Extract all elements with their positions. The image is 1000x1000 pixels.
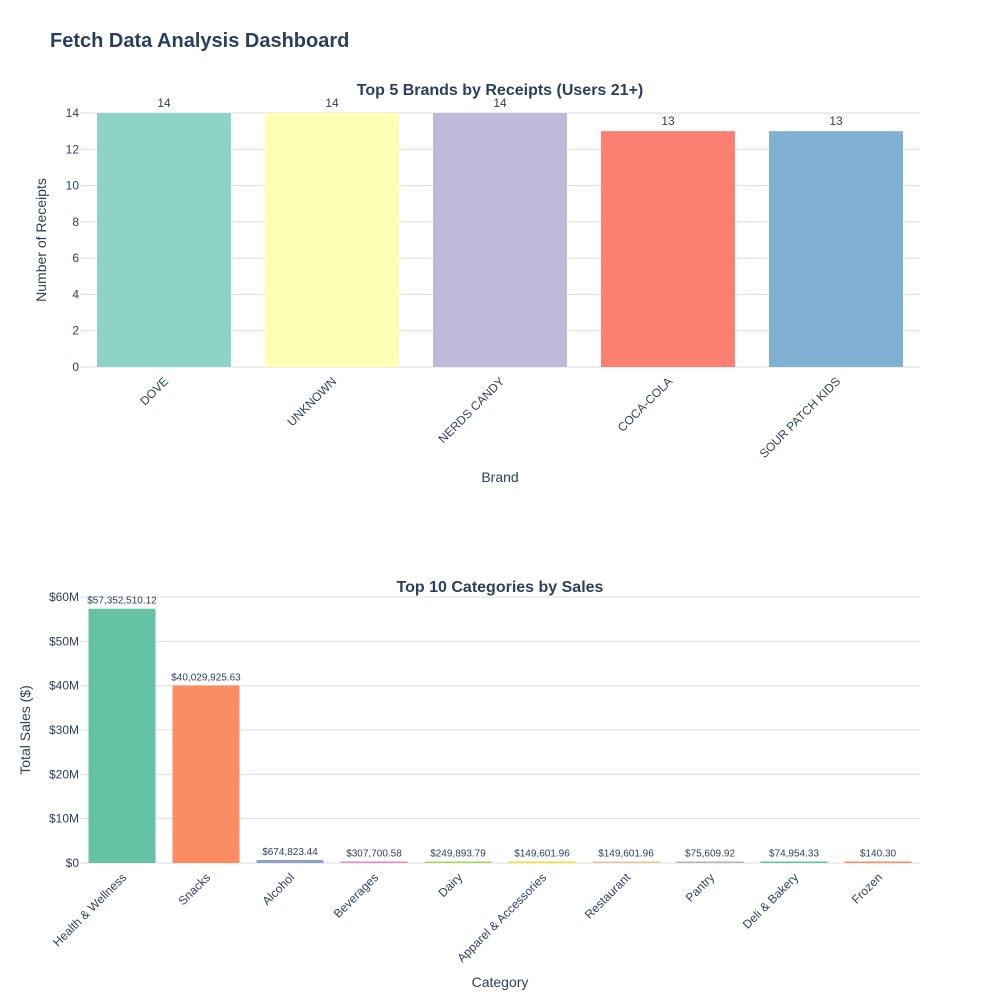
- brands-bar: [769, 131, 903, 367]
- categories-bar: [844, 861, 912, 863]
- categories-data-label: $149,601.96: [514, 849, 570, 860]
- categories-data-label: $140.30: [860, 849, 897, 860]
- categories-xtick-label: Frozen: [849, 870, 885, 906]
- categories-bar: [256, 860, 324, 863]
- categories-bar: [424, 861, 492, 863]
- categories-data-label: $674,823.44: [262, 847, 318, 858]
- categories-chart-title: Top 10 Categories by Sales: [397, 579, 604, 596]
- brands-xtick-label: DOVE: [137, 374, 171, 408]
- brands-ytick-label: 10: [66, 179, 80, 193]
- brands-xtick-label: NERDS CANDY: [436, 374, 508, 446]
- brands-x-axis-title: Brand: [481, 469, 518, 485]
- categories-bar: [88, 608, 156, 863]
- categories-data-label: $307,700.58: [346, 849, 402, 860]
- categories-data-label: $149,601.96: [598, 849, 654, 860]
- brands-xtick-label: SOUR PATCH KIDS: [757, 374, 843, 460]
- brands-y-axis-title: Number of Receipts: [33, 178, 49, 302]
- categories-bar: [760, 861, 828, 863]
- categories-ytick-label: $0: [66, 856, 80, 870]
- categories-xtick-label: Health & Wellness: [50, 870, 129, 949]
- categories-xtick-label: Dairy: [436, 870, 466, 900]
- brands-bar: [97, 113, 231, 367]
- brands-ytick-label: 4: [72, 287, 79, 301]
- categories-data-label: $75,609.92: [685, 849, 735, 860]
- categories-ytick-label: $50M: [49, 634, 79, 648]
- categories-ytick-label: $60M: [49, 590, 79, 604]
- brands-ytick-label: 12: [66, 142, 80, 156]
- categories-xtick-label: Pantry: [683, 870, 717, 904]
- categories-xtick-label: Snacks: [175, 870, 213, 908]
- brands-ytick-label: 14: [66, 106, 80, 120]
- categories-bar: [172, 685, 240, 863]
- categories-xtick-label: Deli & Bakery: [740, 870, 801, 931]
- categories-x-axis-title: Category: [472, 974, 529, 990]
- categories-data-label: $74,954.33: [769, 849, 819, 860]
- brands-xtick-label: COCA-COLA: [615, 374, 675, 434]
- brands-data-label: 14: [157, 96, 171, 110]
- dashboard-title: Fetch Data Analysis Dashboard: [50, 30, 350, 52]
- categories-y-axis-title: Total Sales ($): [17, 685, 33, 774]
- brands-data-label: 13: [661, 114, 675, 128]
- brands-bar: [601, 131, 735, 367]
- brands-ytick-label: 2: [72, 324, 79, 338]
- categories-ytick-label: $20M: [49, 767, 79, 781]
- categories-data-label: $249,893.79: [430, 849, 486, 860]
- brands-data-label: 13: [829, 114, 843, 128]
- categories-xtick-label: Alcohol: [259, 870, 297, 908]
- brands-data-label: 14: [325, 96, 339, 110]
- categories-xtick-label: Apparel & Accessories: [454, 870, 549, 965]
- categories-data-label: $40,029,925.63: [171, 673, 241, 684]
- categories-bar: [592, 861, 660, 863]
- categories-ytick-label: $10M: [49, 812, 79, 826]
- categories-bar: [508, 861, 576, 863]
- categories-xtick-label: Beverages: [331, 870, 381, 920]
- categories-chart: Top 10 Categories by Sales $0 $10M $20M $30M…: [17, 579, 920, 990]
- brands-data-label: 14: [493, 96, 507, 110]
- categories-bar: [340, 861, 408, 863]
- brands-ytick-label: 0: [72, 360, 79, 374]
- brands-chart-title: Top 5 Brands by Receipts (Users 21+): [357, 82, 643, 99]
- categories-bar: [676, 861, 744, 863]
- brands-xtick-label: UNKNOWN: [285, 374, 340, 429]
- categories-ytick-label: $40M: [49, 679, 79, 693]
- brands-bar: [433, 113, 567, 367]
- brands-chart: Top 5 Brands by Receipts (Users 21+) 0 2 4 6…: [33, 82, 920, 485]
- categories-xtick-label: Restaurant: [582, 870, 634, 922]
- brands-ytick-label: 8: [72, 215, 79, 229]
- categories-data-label: $57,352,510.12: [87, 596, 157, 607]
- brands-bar: [265, 113, 399, 367]
- categories-ytick-label: $30M: [49, 723, 79, 737]
- brands-ytick-label: 6: [72, 251, 79, 265]
